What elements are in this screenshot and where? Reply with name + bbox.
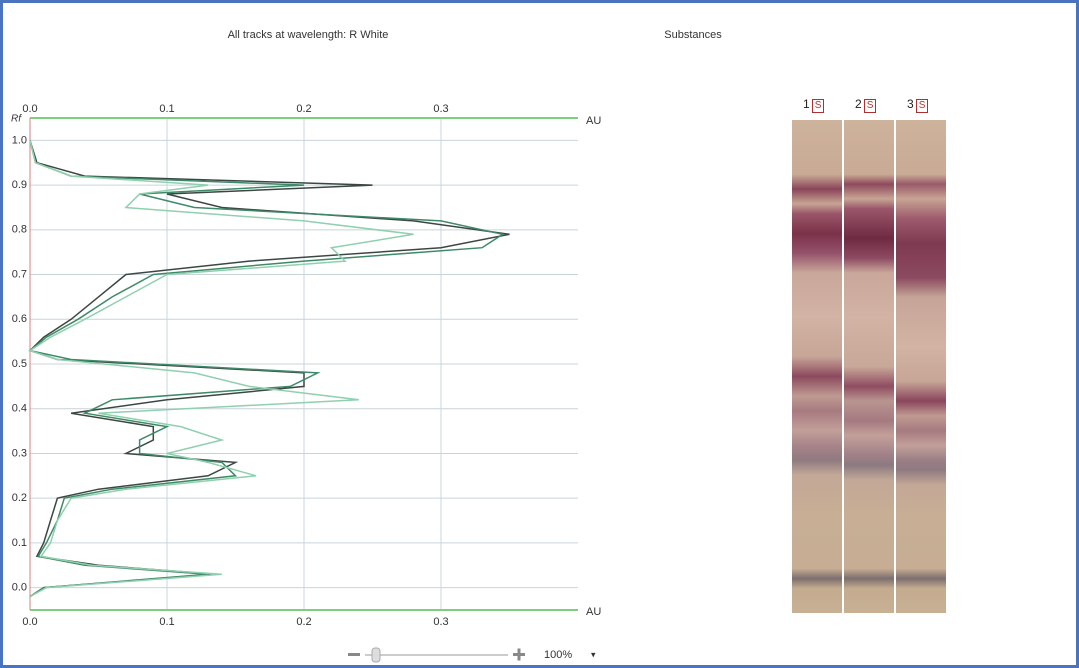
chart-title: All tracks at wavelength: R White [228,29,389,41]
track-number: 1 [803,97,810,111]
y-tick-label: 0.7 [12,268,27,280]
track-number: 3 [907,97,914,111]
y-tick-label: 0.3 [12,447,27,459]
substance-badge[interactable]: S [916,99,929,113]
track-divider [842,120,844,613]
density-curve [30,140,503,596]
substance-badge[interactable]: S [812,99,825,113]
zoom-thumb[interactable] [372,648,380,662]
x-tick-label: 0.1 [159,103,174,115]
substance-badge[interactable]: S [864,99,877,113]
y-tick-label: 0.9 [12,179,27,191]
x-tick-label: 0.1 [159,616,174,628]
track-image [844,120,894,613]
track-image [792,120,842,613]
x-tick-label: 0.3 [433,103,448,115]
zoom-control[interactable]: 100% ▾ [348,648,596,662]
y-tick-label: 0.8 [12,224,27,236]
y-tick-label: 1.0 [12,134,27,146]
y-tick-label: 0.0 [12,582,27,594]
y-tick-label: 0.1 [12,537,27,549]
zoom-out[interactable] [348,653,360,656]
x-tick-label: 0.0 [22,103,37,115]
density-curve [30,140,510,596]
x-tick-label: 0.0 [22,616,37,628]
track-divider [894,120,896,613]
x-axis-label: AU [586,115,601,127]
panel-title: Substances [664,29,722,41]
x-tick-label: 0.2 [296,103,311,115]
x-tick-label: 0.3 [433,616,448,628]
track-number: 2 [855,97,862,111]
app-window: All tracks at wavelength: R White Substa… [0,0,1079,668]
y-tick-label: 0.6 [12,313,27,325]
y-tick-label: 0.2 [12,492,27,504]
x-tick-label: 0.2 [296,616,311,628]
zoom-value[interactable]: 100% [544,649,572,661]
track-image [896,120,946,613]
y-axis-label: Rf [11,114,22,125]
y-tick-label: 0.5 [12,358,27,370]
zoom-in[interactable] [518,649,521,661]
zoom-dropdown[interactable]: ▾ [591,649,596,659]
x-axis-label: AU [586,606,601,618]
y-tick-label: 0.4 [12,403,27,415]
